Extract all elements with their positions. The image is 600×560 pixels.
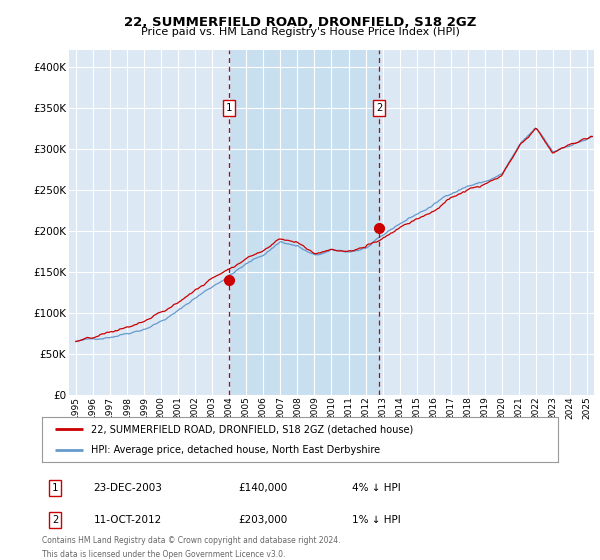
Text: 22, SUMMERFIELD ROAD, DRONFIELD, S18 2GZ: 22, SUMMERFIELD ROAD, DRONFIELD, S18 2GZ bbox=[124, 16, 476, 29]
Text: 22, SUMMERFIELD ROAD, DRONFIELD, S18 2GZ (detached house): 22, SUMMERFIELD ROAD, DRONFIELD, S18 2GZ… bbox=[91, 424, 413, 435]
Text: 23-DEC-2003: 23-DEC-2003 bbox=[94, 483, 163, 493]
Text: This data is licensed under the Open Government Licence v3.0.: This data is licensed under the Open Gov… bbox=[42, 550, 286, 559]
Text: Price paid vs. HM Land Registry's House Price Index (HPI): Price paid vs. HM Land Registry's House … bbox=[140, 27, 460, 37]
Bar bbox=[229, 50, 379, 395]
Text: Contains HM Land Registry data © Crown copyright and database right 2024.: Contains HM Land Registry data © Crown c… bbox=[42, 536, 341, 545]
Text: 1% ↓ HPI: 1% ↓ HPI bbox=[352, 515, 400, 525]
Text: 2: 2 bbox=[52, 515, 58, 525]
Text: £203,000: £203,000 bbox=[238, 515, 287, 525]
Text: £140,000: £140,000 bbox=[238, 483, 287, 493]
Text: 1: 1 bbox=[226, 103, 232, 113]
Text: 2: 2 bbox=[376, 103, 382, 113]
Text: HPI: Average price, detached house, North East Derbyshire: HPI: Average price, detached house, Nort… bbox=[91, 445, 380, 455]
Text: 11-OCT-2012: 11-OCT-2012 bbox=[94, 515, 162, 525]
Text: 4% ↓ HPI: 4% ↓ HPI bbox=[352, 483, 400, 493]
Text: 1: 1 bbox=[52, 483, 58, 493]
